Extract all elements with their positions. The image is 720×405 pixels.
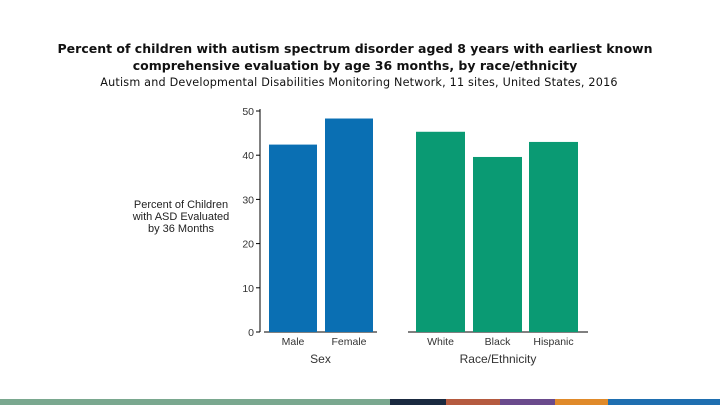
chart-subtitle: Autism and Developmental Disabilities Mo…: [100, 76, 618, 89]
y-tick-label: 10: [242, 283, 254, 295]
x-tick-label: Female: [331, 336, 366, 348]
y-tick-label: 20: [242, 239, 254, 251]
footer-color-bar: [0, 399, 720, 405]
x-axis-group-label: Sex: [310, 352, 331, 366]
bar: [529, 141, 578, 332]
bar: [473, 156, 522, 332]
y-tick-label: 30: [242, 194, 254, 206]
y-axis-label: Percent of Children with ASD Evaluated b…: [122, 199, 240, 235]
y-axis-label-line-1: Percent of Children: [133, 199, 229, 211]
x-tick-label: White: [427, 336, 454, 348]
footer-color-segment: [555, 399, 608, 405]
y-axis-label-line-2: with ASD Evaluated: [132, 211, 230, 223]
chart-title: Percent of children with autism spectrum…: [0, 40, 710, 74]
x-tick-label: Hispanic: [533, 336, 573, 348]
footer-color-segment: [500, 399, 555, 405]
x-tick-label: Male: [282, 336, 305, 348]
footer-color-segment: [390, 399, 446, 405]
footer-color-segment: [0, 399, 390, 405]
y-tick-label: 40: [242, 150, 254, 162]
footer-color-segment: [608, 399, 720, 405]
y-tick-label: 0: [248, 327, 254, 339]
x-axis-group-label: Race/Ethnicity: [460, 352, 537, 366]
y-axis-label-line-3: by 36 Months: [147, 223, 215, 235]
chart-title-line-2: comprehensive evaluation by age 36 month…: [132, 58, 578, 73]
y-tick-label: 50: [242, 106, 254, 118]
bar: [416, 131, 465, 332]
x-tick-label: Black: [485, 336, 511, 348]
chart-title-line-1: Percent of children with autism spectrum…: [57, 41, 653, 56]
footer-color-segment: [446, 399, 500, 405]
bar: [269, 144, 317, 332]
bar: [325, 118, 373, 332]
